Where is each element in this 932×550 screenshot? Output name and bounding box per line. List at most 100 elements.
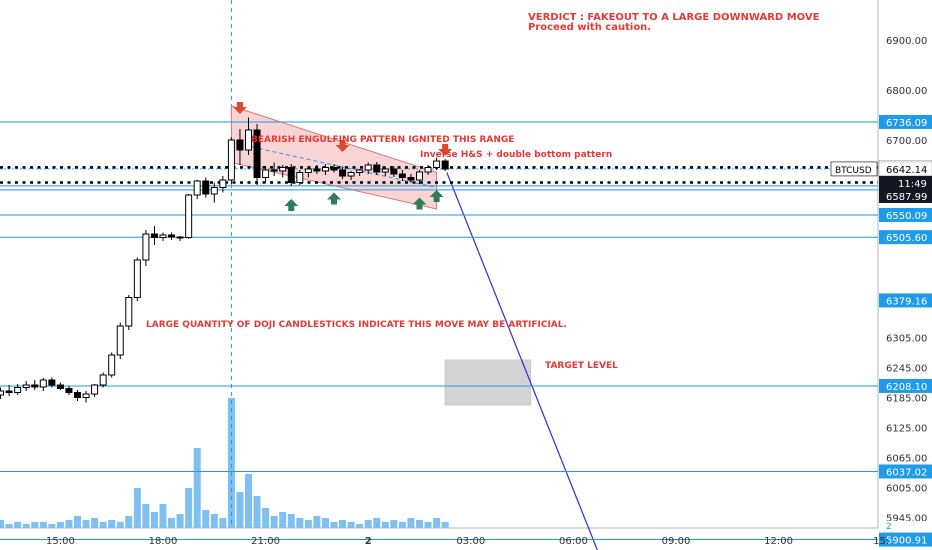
candle-body [330,167,338,171]
volume-bar [433,518,441,528]
candle-body [168,234,176,238]
volume-bar [74,516,81,528]
volume-bar [304,520,312,528]
bottom-tag-label: 2 [886,522,892,532]
candle-body [313,168,321,172]
verdict-text: VERDICT : FAKEOUT TO A LARGE DOWNWARD MO… [528,12,820,23]
candle-body [339,169,347,177]
volume-bar [339,520,347,528]
volume-bar [364,520,372,528]
candle-body [116,325,124,356]
candle-body [65,388,73,393]
volume-bar [193,448,201,528]
volume-bar [185,488,193,528]
price-tag [879,114,932,129]
price-axis: 6900.00 6800.00 6700.00 6305.00 6245.00 6185.… [830,36,932,547]
time-axis: 15:00 18:00 21:00 2 03:00 06:00 09:00 12:00 15: [46,536,889,547]
time-tick-label: 15: [873,536,889,547]
time-tick-label: 15:00 [46,536,75,547]
volume-bar [14,522,22,528]
engulfing-annotation: BEARISH ENGULFING PATTERN IGNITED THIS R… [251,135,514,145]
candle-body [82,393,90,398]
price-tick-label: 6245.00 [886,364,927,375]
candle-body [5,390,13,393]
projection-line [446,172,598,550]
candle-body [364,164,372,171]
volume-bar [330,522,338,528]
candle-body [270,169,278,172]
target-level-label: TARGET LEVEL [545,361,618,371]
volume-bar [159,504,167,528]
volume-bar [99,522,107,528]
volume-bar [347,522,355,528]
volume-bar [31,522,39,528]
volume-bar [48,524,56,528]
volume-bar [390,520,398,528]
green-up-arrow [327,192,341,205]
inverse-hs-annotation: Inverse H&S + double bottom pattern [420,150,612,160]
volume-bar [133,488,141,528]
candle-body [245,129,252,151]
candle-body [39,379,47,388]
green-up-arrow [284,199,299,211]
volume-bar [116,522,124,528]
candle-body [296,172,304,183]
price-tick-label: 6065.00 [886,454,927,465]
price-tag [879,293,932,308]
candle-body [176,236,184,239]
volume-bar [142,504,150,528]
volume-bar [245,474,252,528]
volume-bar [108,520,116,528]
green-up-arrow [429,190,444,202]
candle-body [31,384,39,388]
volume-bar [373,518,381,528]
candle-body [279,167,287,172]
time-tick-label: 18:00 [149,536,178,547]
red-down-arrow [232,102,247,114]
current-price-label: 6587.99 [886,192,927,203]
candle-body [424,167,432,173]
volume-bar [125,516,133,528]
horizontal-levels [0,121,878,541]
candle-body [321,167,329,172]
symbol-tag [830,161,878,177]
volume-bar [253,496,261,528]
green-up-arrow [412,197,427,210]
countdown-label: 11:49 [898,179,927,190]
volume-bar [381,522,389,528]
red-down-arrow [438,144,453,156]
candle-body [441,160,449,170]
candle-body [74,392,81,398]
candle-body [304,168,312,173]
candle-body [210,187,218,195]
candle-body [433,160,441,168]
price-tick-label: 6900.00 [886,36,927,47]
pattern-arrows [232,102,453,211]
volume-bar [5,524,13,528]
candle-body [390,168,398,175]
candle-body [48,379,56,386]
candle-body [253,129,261,178]
candle-body [381,168,389,173]
candle-body [407,177,415,181]
price-tick-label: 6305.00 [886,334,927,345]
candle-body [108,354,116,376]
doji-annotation: LARGE QUANTITY OF DOJI CANDLESTICKS INDI… [146,320,567,330]
candle-body [142,233,150,261]
volume-bar [0,520,5,528]
volume-bar [210,514,218,528]
price-tag [879,207,932,222]
candle-body [287,167,295,183]
candle-body [416,171,423,181]
price-tag-label: 6505.60 [886,233,927,244]
price-tick-label: 6800.00 [886,86,927,97]
volume-bar [398,522,406,528]
candle-body [236,139,244,151]
volume-bar [176,514,184,528]
price-tag-label: 6037.02 [886,467,927,478]
volume-bar [91,518,99,528]
candlesticks [0,117,449,403]
volume-bar [407,518,415,528]
candle-body [14,387,22,393]
